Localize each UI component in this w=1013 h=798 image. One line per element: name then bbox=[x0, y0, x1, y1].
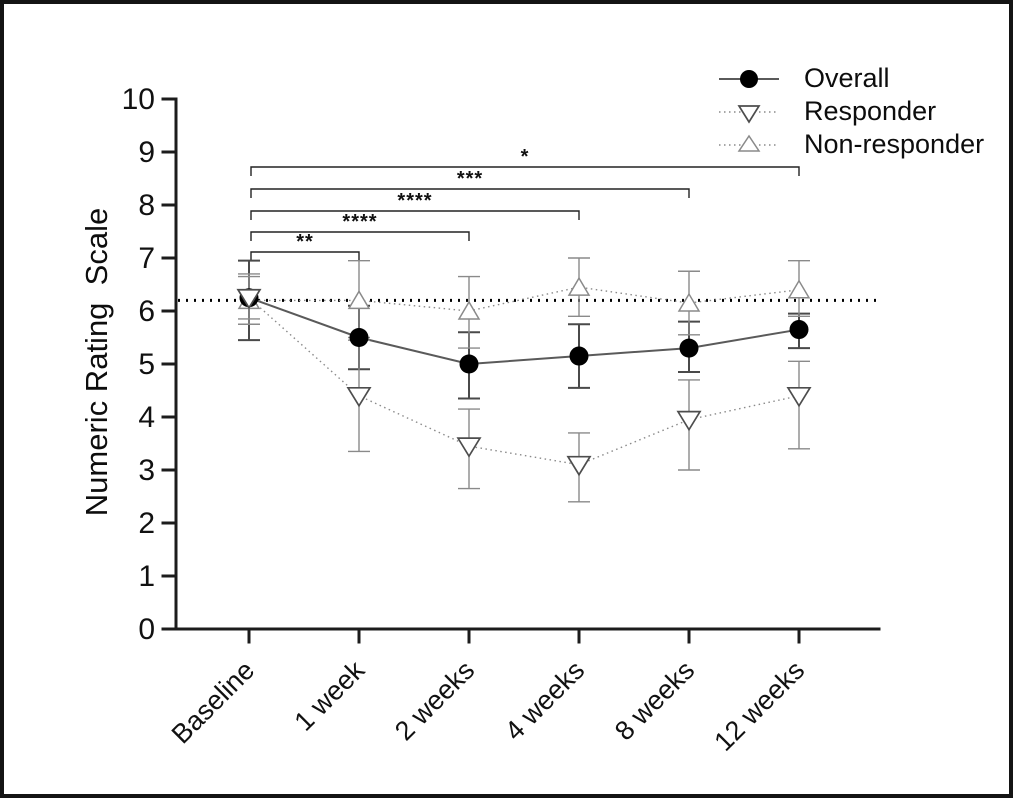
y-tick-label: 5 bbox=[138, 348, 155, 381]
legend-label-overall: Overall bbox=[804, 63, 890, 93]
marker-non-responder bbox=[347, 289, 371, 310]
y-tick-label: 1 bbox=[138, 560, 155, 593]
x-tick-label: 1 week bbox=[289, 655, 371, 737]
y-tick-label: 10 bbox=[122, 83, 155, 116]
marker-overall bbox=[349, 328, 369, 347]
legend-label-non-responder: Non-responder bbox=[804, 129, 985, 159]
x-tick-label: 4 weeks bbox=[499, 655, 590, 746]
y-tick-label: 6 bbox=[138, 295, 155, 328]
y-tick-label: 0 bbox=[138, 613, 155, 646]
legend-item-non-responder: Non-responder bbox=[716, 128, 984, 161]
significance-bracket bbox=[250, 251, 360, 261]
significance-bracket bbox=[250, 166, 800, 176]
significance-bracket bbox=[250, 188, 690, 198]
significance-stars: * bbox=[521, 146, 530, 168]
marker-overall bbox=[789, 320, 809, 340]
marker-responder bbox=[676, 410, 702, 432]
marker-non-responder bbox=[677, 292, 701, 312]
marker-non-responder bbox=[567, 276, 591, 296]
marker-responder bbox=[456, 437, 482, 458]
y-axis-title: Numeric Rating Scale bbox=[79, 207, 114, 517]
x-tick-label: 8 weeks bbox=[609, 655, 700, 746]
marker-overall bbox=[569, 346, 589, 366]
legend-item-responder: Responder bbox=[716, 95, 984, 128]
significance-stars: **** bbox=[342, 211, 377, 233]
legend: Overall Responder Non-responder bbox=[716, 62, 984, 161]
x-tick-label: Baseline bbox=[166, 655, 260, 749]
significance-bracket bbox=[250, 210, 580, 220]
y-tick-label: 2 bbox=[138, 507, 155, 540]
y-tick-label: 3 bbox=[138, 454, 155, 487]
marker-overall bbox=[459, 354, 479, 374]
marker-non-responder bbox=[457, 300, 481, 320]
significance-bracket bbox=[250, 231, 470, 241]
y-tick-label: 7 bbox=[138, 242, 155, 275]
significance-stars: ** bbox=[296, 231, 314, 253]
marker-overall bbox=[679, 338, 699, 358]
significance-stars: *** bbox=[457, 168, 483, 190]
non-responder-triangle-up-icon bbox=[719, 134, 779, 152]
y-tick-label: 8 bbox=[138, 189, 155, 222]
responder-triangle-down-icon bbox=[719, 104, 779, 124]
nrs-line-chart: 0 1 2 3 4 5 6 7 8 9 10 Baseline 1 week 2 weeks 4 weeks… bbox=[122, 83, 881, 757]
series-line-overall bbox=[248, 296, 800, 366]
marker-responder bbox=[346, 386, 372, 408]
marker-responder bbox=[566, 455, 592, 477]
significance-stars: **** bbox=[397, 190, 432, 212]
x-tick-label: 12 weeks bbox=[708, 655, 810, 757]
marker-non-responder bbox=[787, 279, 811, 299]
overall-solid-circle-icon bbox=[719, 69, 779, 88]
legend-item-overall: Overall bbox=[716, 62, 984, 95]
marker-responder bbox=[786, 386, 812, 408]
series-line-responder bbox=[248, 297, 800, 466]
y-tick-label: 9 bbox=[138, 136, 155, 169]
marker-responder bbox=[236, 288, 262, 310]
y-tick-label: 4 bbox=[138, 401, 155, 434]
x-tick-label: 2 weeks bbox=[389, 655, 480, 746]
legend-label-responder: Responder bbox=[804, 96, 937, 126]
